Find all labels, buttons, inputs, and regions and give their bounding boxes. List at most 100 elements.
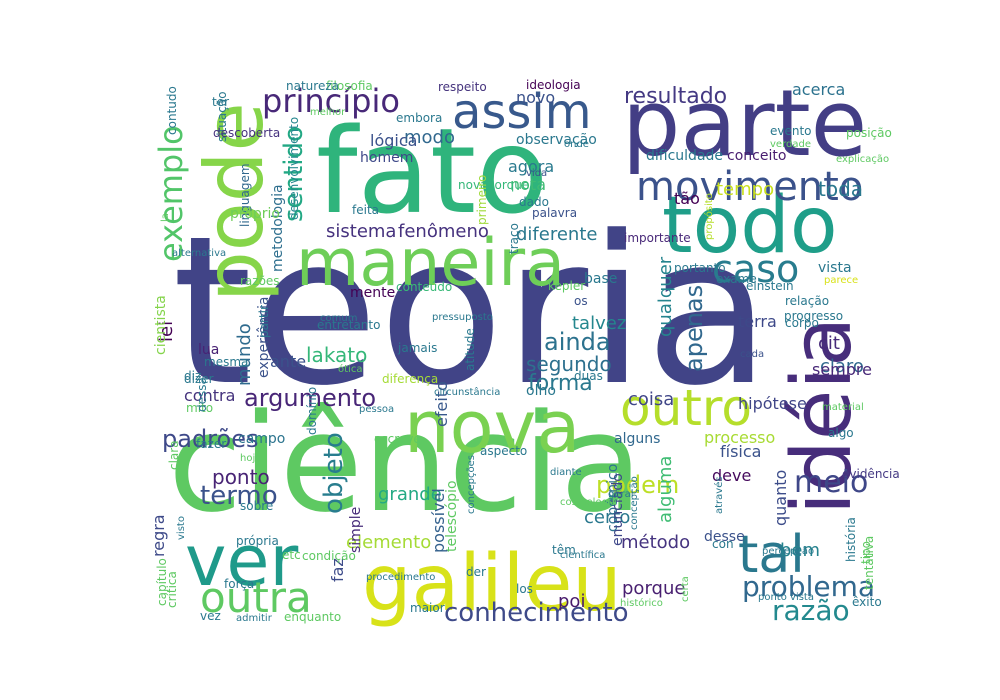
cloud-word: primeiro: [475, 175, 489, 225]
cloud-word: mundo: [234, 323, 255, 386]
cloud-word: outra: [200, 573, 312, 622]
cloud-word: lua: [198, 342, 219, 358]
cloud-word: científica: [560, 549, 605, 561]
cloud-word: padrões: [162, 425, 258, 453]
cloud-word: pode: [188, 102, 281, 302]
cloud-word: melhor: [310, 107, 346, 118]
cloud-word: progresso: [784, 309, 843, 323]
cloud-word: ideologia: [526, 78, 581, 92]
cloud-word: dessa: [195, 377, 209, 412]
cloud-word: pressuposto: [432, 312, 493, 323]
cloud-word: natureza: [286, 79, 339, 93]
cloud-word: lakato: [306, 343, 367, 367]
cloud-word: certo: [584, 507, 630, 528]
cloud-word: tão: [674, 189, 700, 208]
cloud-word: cientista: [153, 295, 169, 355]
cloud-word: poi: [558, 591, 585, 612]
cloud-word: los: [516, 582, 533, 596]
cloud-word: base: [584, 271, 617, 287]
cloud-word: coisa: [628, 389, 674, 410]
cloud-word: método: [621, 532, 690, 553]
cloud-word: geral: [608, 489, 634, 500]
cloud-word: vista: [818, 260, 852, 276]
cloud-word: parte: [622, 70, 867, 177]
cloud-word: exame: [716, 272, 757, 286]
cloud-word: filosofia: [326, 79, 373, 93]
cloud-word: escreve: [374, 432, 421, 446]
cloud-word: dizer: [184, 372, 214, 386]
cloud-word: enunciado: [610, 473, 626, 546]
cloud-word: conceito: [727, 148, 786, 164]
cloud-word: claro: [820, 356, 864, 377]
cloud-word: objeto: [319, 432, 349, 514]
cloud-word: novo: [516, 88, 555, 107]
cloud-word: cada: [740, 349, 764, 360]
cloud-word: maneira: [296, 226, 565, 301]
cloud-word: termo: [200, 481, 278, 511]
cloud-word: galileu: [362, 539, 622, 629]
cloud-word: posição: [846, 126, 892, 140]
cloud-word: simple: [348, 507, 364, 553]
cloud-word: maior: [410, 601, 445, 615]
cloud-word: forma: [528, 371, 593, 396]
cloud-word: sistema: [326, 221, 396, 242]
cloud-word: histórico: [620, 597, 663, 609]
cloud-word: cit: [818, 333, 840, 354]
cloud-word: diferença: [382, 372, 438, 386]
cloud-word: através: [713, 476, 725, 514]
cloud-word: admitir: [236, 613, 273, 624]
cloud-word: elemento: [346, 532, 431, 553]
cloud-word: respeito: [438, 80, 487, 94]
cloud-word: possível: [429, 488, 448, 553]
cloud-word: desenvolvimento: [287, 117, 301, 220]
cloud-word: regra: [149, 514, 168, 557]
cloud-word: la: [160, 213, 171, 222]
cloud-word: domínio: [305, 387, 319, 435]
cloud-word: lógica: [370, 131, 417, 150]
cloud-word: dificuldade: [646, 148, 723, 164]
cloud-word: contra: [184, 386, 235, 405]
cloud-word: meio: [794, 465, 868, 500]
cloud-word: feita: [352, 203, 379, 217]
cloud-word: olho: [526, 383, 556, 399]
cloud-word: agora: [508, 157, 554, 176]
cloud-word: visto: [176, 516, 187, 540]
cloud-word: porque: [622, 578, 685, 599]
cloud-word: princípio: [262, 82, 400, 120]
cloud-word: percepção: [762, 546, 814, 557]
cloud-word: diante: [550, 467, 582, 478]
cloud-word: comum: [320, 313, 357, 324]
cloud-word: etc: [282, 548, 301, 562]
cloud-word: embora: [396, 111, 442, 125]
cloud-word: ainda: [544, 328, 611, 356]
cloud-word: kepler: [548, 279, 585, 293]
cloud-word: hipótese: [738, 394, 807, 413]
cloud-word: campo: [238, 431, 285, 447]
cloud-word: fato: [316, 102, 548, 240]
cloud-word: ter: [212, 95, 229, 109]
cloud-word: pessoa: [359, 404, 394, 415]
cloud-word: idéia: [775, 317, 870, 515]
cloud-word: mente: [350, 285, 395, 301]
cloud-word: circunstância: [434, 386, 500, 398]
cloud-word: concepções: [466, 455, 477, 514]
cloud-word: alguma: [655, 456, 676, 523]
cloud-word: telescópio: [444, 480, 460, 552]
cloud-word: todo: [662, 181, 838, 271]
cloud-word: observação: [516, 132, 597, 148]
cloud-word: aspecto: [480, 444, 527, 458]
cloud-word: teoria: [172, 193, 771, 431]
cloud-word: deve: [712, 466, 751, 485]
cloud-word: tipo: [859, 541, 873, 564]
cloud-word: hoje: [240, 453, 261, 464]
cloud-word: alternativa: [172, 248, 226, 259]
cloud-word: explicação: [836, 154, 889, 165]
cloud-word: clara: [167, 440, 181, 470]
cloud-word: crítica: [165, 571, 179, 608]
cloud-word: concepção: [629, 476, 640, 530]
cloud-word: quanto: [771, 470, 790, 526]
cloud-word: mesma: [204, 355, 248, 369]
cloud-word: dado: [519, 195, 549, 209]
cloud-word: história: [844, 517, 858, 562]
cloud-word: qualquer: [655, 256, 676, 337]
